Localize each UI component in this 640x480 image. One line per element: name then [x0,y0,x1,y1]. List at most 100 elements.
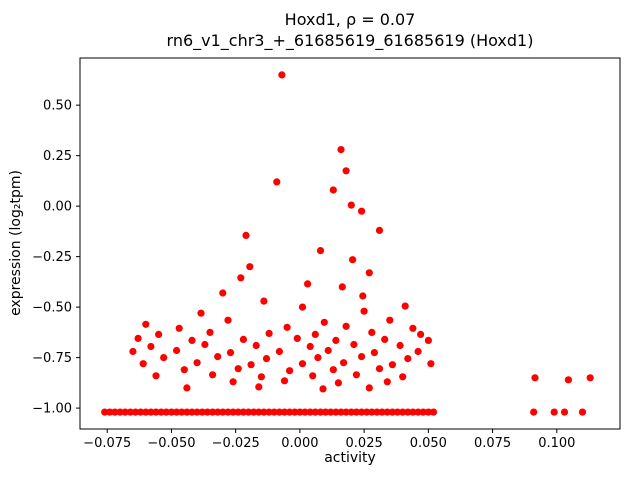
scatter-point [358,408,366,416]
scatter-point [381,335,389,343]
scatter-point [137,408,145,416]
scatter-point [304,280,312,288]
scatter-point [188,408,196,416]
scatter-point [316,408,325,416]
scatter-point [378,408,386,416]
scatter-point [306,408,314,416]
scatter-point [173,408,181,416]
x-tick-label: −0.075 [83,436,131,451]
scatter-point [239,408,247,416]
y-tick-label: 0.25 [43,149,72,164]
scatter-point [242,231,250,239]
scatter-point [319,385,327,393]
scatter-point [209,408,217,416]
scatter-point [352,371,360,379]
scatter-point [147,342,155,351]
scatter-point [255,383,263,391]
scatter-point [298,360,307,368]
scatter-point [139,360,147,368]
scatter-point [111,408,119,416]
scatter-point [383,408,391,416]
scatter-point [329,366,337,374]
scatter-point [404,355,412,363]
scatter-point [234,408,242,416]
scatter-point [365,384,373,392]
scatter-point [224,408,232,416]
scatter-point [301,408,309,416]
x-axis-label: activity [324,450,376,466]
scatter-point [332,408,340,416]
scatter-point [293,334,301,342]
scatter-point [342,408,350,416]
scatter-point [155,330,163,338]
scatter-point [296,408,304,416]
scatter-point [409,324,417,332]
scatter-point [206,328,214,336]
scatter-point [183,384,191,392]
scatter-point [311,330,319,338]
scatter-point [157,408,165,416]
scatter-point [183,408,191,416]
scatter-point [197,309,205,317]
scatter-point [531,374,539,382]
scatter-point [142,408,150,416]
scatter-point [126,408,134,416]
scatter-point [322,408,330,416]
axes-frame [79,57,621,430]
scatter-point [121,408,129,416]
scatter-point [373,408,381,416]
scatter-point [270,408,278,416]
scatter-point [359,292,367,300]
scatter-point [129,347,137,356]
scatter-point [332,336,340,344]
x-tick-label: 0.050 [410,436,447,451]
y-tick-label: 0.00 [43,200,72,215]
scatter-point [409,408,417,416]
scatter-point [363,408,371,416]
scatter-point [368,328,376,336]
scatter-point [404,408,412,416]
scatter-point [314,354,322,362]
scatter-point [283,323,291,331]
scatter-point [275,347,283,356]
scatter-point [316,247,325,255]
scatter-point [226,349,235,357]
scatter-point [257,373,265,381]
scatter-point [286,408,294,416]
scatter-point [530,408,538,416]
scatter-point [578,408,587,416]
scatter-point [167,408,176,416]
scatter-point [214,353,222,361]
scatter-point [358,207,366,215]
scatter-point [173,346,181,355]
scatter-point [246,263,254,271]
scatter-point [350,340,358,349]
scatter-point [414,347,422,356]
scatter-point [388,408,396,416]
scatter-point [352,408,360,416]
scatter-point [234,365,242,373]
x-tick-label: 0.000 [281,436,318,451]
scatter-point [224,316,232,324]
scatter-point [209,371,217,379]
scatter-point [306,342,314,351]
scatter-point [424,336,432,344]
scatter-point [175,324,183,332]
chart-title: Hoxd1, ρ = 0.07 [284,10,416,29]
scatter-point [399,373,407,381]
scatter-point [116,408,124,416]
scatter-point [424,408,432,416]
scatter-point [375,226,384,234]
scatter-point [320,318,328,326]
scatter-point [152,408,160,416]
scatter-point [239,335,247,343]
scatter-point [337,408,345,416]
scatter-point [298,303,307,311]
scatter-point [399,408,407,416]
x-tick-label: 0.100 [538,436,575,451]
scatter-point [337,146,345,154]
scatter-point [334,379,342,387]
scatter-point [414,408,422,416]
scatter-point [370,349,378,357]
